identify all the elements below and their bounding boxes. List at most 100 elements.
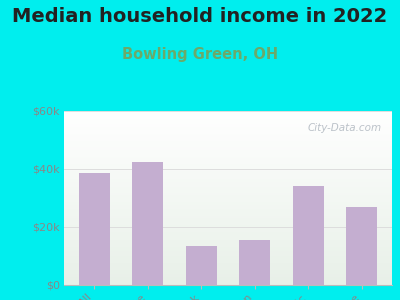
Bar [64, 130, 392, 131]
Bar [64, 128, 392, 130]
Bar [64, 134, 392, 136]
Bar [64, 212, 392, 214]
Bar [64, 147, 392, 149]
Bar [346, 207, 377, 285]
Bar [64, 221, 392, 223]
Bar [64, 156, 392, 158]
Bar [64, 185, 392, 186]
Bar [64, 266, 392, 268]
Bar [64, 144, 392, 146]
Bar [64, 242, 392, 243]
Bar [64, 227, 392, 229]
Text: City-Data.com: City-Data.com [308, 123, 382, 133]
Bar [64, 223, 392, 224]
Bar [64, 166, 392, 167]
Bar [64, 194, 392, 195]
Bar [64, 279, 392, 281]
Bar [64, 131, 392, 133]
Bar [64, 181, 392, 182]
Bar [64, 123, 392, 124]
Bar [64, 152, 392, 153]
Bar [64, 198, 392, 200]
Bar [64, 149, 392, 150]
Bar [64, 120, 392, 121]
Bar [64, 169, 392, 170]
Bar [64, 282, 392, 284]
Bar [64, 112, 392, 114]
Bar [64, 205, 392, 207]
Text: Bowling Green, OH: Bowling Green, OH [122, 46, 278, 62]
Bar [64, 111, 392, 112]
Bar [64, 268, 392, 269]
Bar [64, 176, 392, 178]
Bar [64, 186, 392, 188]
Bar [64, 247, 392, 249]
Bar [64, 201, 392, 202]
Bar [64, 188, 392, 189]
Bar [64, 249, 392, 250]
Bar [64, 125, 392, 127]
Text: Median household income in 2022: Median household income in 2022 [12, 8, 388, 26]
Bar [64, 226, 392, 227]
Bar [64, 184, 392, 185]
Bar [64, 284, 392, 285]
Bar [64, 240, 392, 242]
Bar [64, 218, 392, 220]
Bar [64, 141, 392, 143]
Bar [64, 254, 392, 256]
Bar [64, 158, 392, 159]
Bar [64, 234, 392, 236]
Bar [293, 186, 324, 285]
Bar [64, 243, 392, 244]
Bar [64, 191, 392, 192]
Bar [64, 117, 392, 118]
Bar [64, 275, 392, 276]
Bar [64, 224, 392, 226]
Bar [64, 276, 392, 278]
Bar [64, 196, 392, 198]
Bar [64, 260, 392, 262]
Bar [64, 150, 392, 152]
Bar [64, 182, 392, 184]
Bar [64, 262, 392, 263]
Bar [64, 133, 392, 134]
Bar [64, 273, 392, 275]
Bar [64, 237, 392, 238]
Bar [64, 124, 392, 125]
Bar [64, 250, 392, 252]
Bar [64, 159, 392, 160]
Bar [64, 253, 392, 254]
Bar [64, 217, 392, 218]
Bar [64, 256, 392, 257]
Bar [64, 137, 392, 139]
Bar [64, 252, 392, 253]
Bar [64, 263, 392, 265]
Bar [64, 269, 392, 271]
Bar [64, 154, 392, 156]
Bar [64, 200, 392, 201]
Bar [64, 215, 392, 217]
Bar [64, 139, 392, 140]
Bar [64, 189, 392, 191]
Bar [64, 204, 392, 205]
Bar [64, 229, 392, 230]
Bar [64, 178, 392, 179]
Bar [64, 136, 392, 137]
Bar [64, 207, 392, 208]
Bar [64, 114, 392, 115]
Bar [64, 143, 392, 144]
Bar [64, 160, 392, 162]
Bar [64, 281, 392, 282]
Bar [64, 121, 392, 123]
Bar [64, 233, 392, 234]
Bar [79, 173, 110, 285]
Bar [186, 246, 217, 285]
Bar [64, 179, 392, 181]
Bar [64, 208, 392, 210]
Bar [64, 167, 392, 169]
Bar [64, 165, 392, 166]
Bar [64, 115, 392, 117]
Bar [64, 259, 392, 260]
Bar [64, 146, 392, 147]
Bar [64, 246, 392, 247]
